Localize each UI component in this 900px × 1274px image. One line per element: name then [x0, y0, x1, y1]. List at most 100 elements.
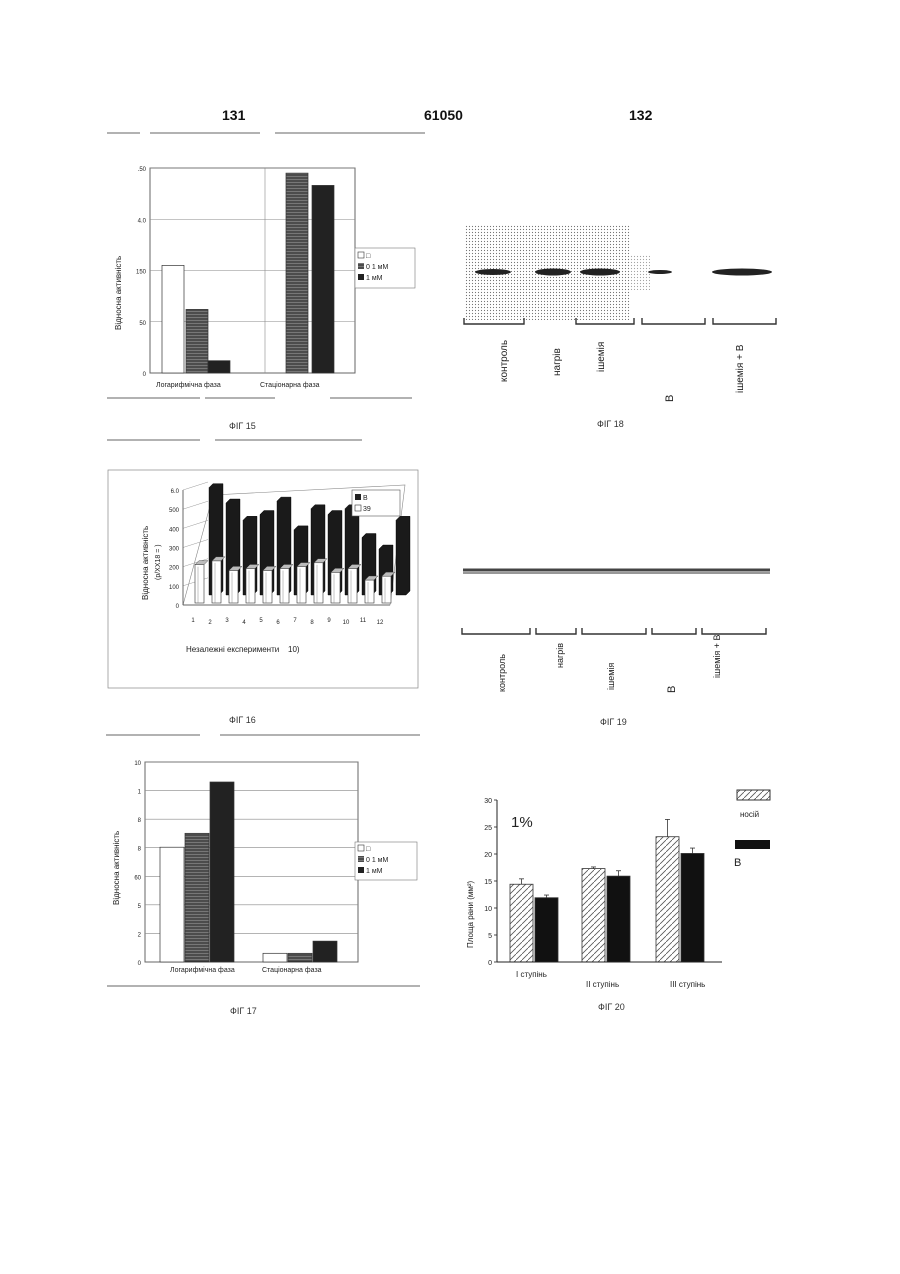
fig16-ylabel: Відносна активність: [141, 526, 150, 600]
fig16-bar-front: [365, 580, 374, 603]
fig20-legend-0: носій: [740, 810, 759, 819]
fig17-xcat-1: Стаціонарна фаза: [262, 966, 322, 974]
fig17-ytick: 1: [138, 790, 142, 796]
fig19-blot: контроль нагрів ішемія B ішемія + B: [462, 570, 770, 693]
fig17-caption: ФІГ 17: [230, 1006, 257, 1016]
fig16-ytick: 0: [176, 604, 180, 610]
fig16-xtick: 11: [360, 618, 367, 624]
fig15-ytick: 0: [143, 372, 147, 378]
fig18-lane-2: ішемія: [596, 342, 607, 372]
fig15-legend-2: 1 мМ: [366, 275, 383, 282]
fig16-ytick: 400: [169, 527, 180, 533]
fig16-bar-front: [348, 569, 357, 604]
fig16-bar-front: [314, 563, 323, 603]
fig16-xlabel: Незалежні експерименти: [186, 645, 279, 654]
fig15-xcat-0: Логарифмічна фаза: [156, 381, 221, 389]
fig16-chart: 01002003004005006.0123456789101112 Відно…: [108, 470, 418, 688]
fig20-annotation: 1%: [511, 814, 533, 831]
fig16-bar-front: [263, 570, 272, 603]
fig20-ytick: 10: [484, 906, 492, 913]
fig16-ytick: 500: [169, 508, 180, 514]
fig18-lane-1: нагрів: [552, 348, 563, 376]
fig17-bar: [160, 847, 184, 962]
fig15-bar: [162, 265, 184, 373]
fig16-xtick: 7: [293, 618, 297, 624]
fig18-caption: ФІГ 18: [597, 419, 624, 429]
fig16-bar-front: [297, 567, 306, 603]
fig19-caption: ФІГ 19: [600, 717, 627, 727]
fig17-ytick: 8: [138, 847, 142, 853]
fig15-ytick: 50: [139, 321, 146, 327]
fig18-lane-0: контроль: [499, 340, 510, 382]
fig20-legend-1: B: [734, 857, 741, 869]
fig15-ytick: .50: [138, 167, 147, 173]
fig16-xtick: 8: [310, 620, 314, 626]
fig16-bar-front: [246, 569, 255, 604]
fig15-ytick: 4.0: [138, 218, 147, 224]
fig20-chart: 051015202530 1% Площа рани (мм²) I ступі…: [466, 790, 770, 989]
fig15-legend-1: 0 1 мМ: [366, 264, 388, 271]
fig20-bar: [535, 898, 558, 962]
fig19-lane-2: ішемія: [606, 663, 616, 690]
fig17-bar: [263, 953, 287, 962]
fig15-bar: [186, 309, 208, 373]
fig20-bar: [510, 884, 533, 962]
fig15-bar: [286, 173, 308, 373]
fig17-ytick: 10: [134, 761, 141, 767]
fig17-ytick: 8: [138, 818, 142, 824]
fig19-lane-4: ішемія + B: [712, 634, 722, 678]
fig20-ylabel: Площа рани (мм²): [466, 880, 475, 948]
fig20-bar: [656, 837, 679, 962]
fig17-ylabel: Відносна активність: [112, 831, 121, 905]
fig17-ytick: 0: [138, 961, 142, 967]
fig20-bar: [582, 869, 605, 962]
fig16-bar-front: [229, 570, 238, 603]
fig16-ytick: 100: [169, 585, 180, 591]
fig16-bar-front: [331, 572, 340, 603]
fig16-xtick: 2: [208, 620, 212, 626]
fig20-xcat-0: I ступінь: [516, 970, 547, 979]
fig17-legend-2: 1 мМ: [366, 868, 383, 875]
fig20-xcat-2: III ступінь: [670, 980, 705, 989]
fig20-xcat-1: II ступінь: [586, 980, 619, 989]
fig16-legend-0: В: [363, 495, 368, 502]
fig15-caption: ФІГ 15: [229, 421, 256, 431]
fig17-ytick: 5: [138, 904, 142, 910]
fig16-bar-front: [280, 569, 289, 604]
fig15-ylabel: Відносна активність: [114, 256, 123, 330]
fig16-xtick: 10: [343, 620, 350, 626]
fig20-bar: [607, 876, 630, 962]
fig17-legend-1: 0 1 мМ: [366, 857, 388, 864]
fig16-bar-front-top: [195, 561, 208, 565]
fig16-xtick: 3: [225, 618, 229, 624]
fig20-ytick: 30: [484, 798, 492, 805]
fig20-caption: ФІГ 20: [598, 1002, 625, 1012]
fig16-xlabel-suffix: 10): [288, 645, 300, 654]
fig17-bar: [288, 953, 312, 962]
fig15-bar: [312, 185, 334, 373]
fig17-bar: [313, 941, 337, 962]
fig15-chart: 0 50 150 4.0 .50 Відносна активність Логариф…: [107, 167, 415, 398]
fig15-bar: [208, 361, 230, 373]
fig20-ytick: 15: [484, 879, 492, 886]
fig18-lane-4: ішемія + B: [735, 344, 746, 393]
fig19-lane-0: контроль: [497, 654, 507, 692]
fig16-xtick: 12: [377, 620, 384, 626]
fig20-ytick: 20: [484, 852, 492, 859]
fig16-legend-1: 39: [363, 506, 371, 513]
fig16-xtick: 5: [259, 618, 263, 624]
fig15-ytick: 150: [136, 270, 147, 276]
fig16-xtick: 1: [191, 618, 195, 624]
fig16-caption: ФІГ 16: [229, 715, 256, 725]
fig17-chart: 0256088110 Відносна активність Логарифмі…: [107, 761, 420, 986]
fig18-blot: контроль нагрів ішемія B ішемія + B: [464, 225, 776, 402]
fig16-bar-front: [212, 561, 221, 603]
fig16-bar-front: [382, 576, 391, 603]
fig17-ytick: 2: [138, 932, 142, 938]
fig16-bar-front: [195, 565, 204, 603]
fig19-lane-3: B: [666, 686, 678, 693]
fig18-lane-3: B: [664, 395, 676, 402]
fig17-xcat-0: Логарифмічна фаза: [170, 966, 235, 974]
fig16-xtick: 9: [327, 618, 331, 624]
fig16-bar-back: [396, 516, 410, 595]
